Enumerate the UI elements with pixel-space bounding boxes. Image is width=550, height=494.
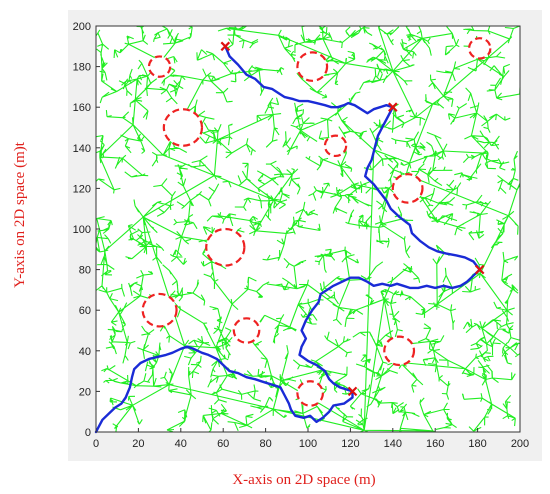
y-tick-label: 100 bbox=[73, 224, 91, 236]
obstacle-circle-9 bbox=[232, 317, 261, 344]
obstacle-circle-8 bbox=[141, 292, 178, 328]
y-tick-label: 40 bbox=[79, 346, 91, 358]
waypoint-layer bbox=[220, 41, 485, 397]
x-tick-label: 0 bbox=[93, 438, 99, 450]
obstacle-circle-10 bbox=[383, 335, 416, 367]
planned-path-line bbox=[94, 45, 481, 434]
y-tick-label: 0 bbox=[85, 427, 91, 439]
x-tick-label: 120 bbox=[341, 438, 359, 450]
x-tick-label: 60 bbox=[217, 438, 229, 450]
y-tick-label: 180 bbox=[73, 62, 91, 74]
waypoint-marker-4 bbox=[347, 386, 358, 397]
obstacle-circle-11 bbox=[296, 380, 324, 407]
x-tick-label: 40 bbox=[175, 438, 187, 450]
obstacle-circle-5 bbox=[323, 134, 348, 158]
x-tick-label: 80 bbox=[259, 438, 271, 450]
obstacle-circle-3 bbox=[296, 51, 329, 82]
obstacle-circle-2 bbox=[468, 37, 492, 60]
obstacle-circle-4 bbox=[162, 108, 204, 147]
y-tick-label: 20 bbox=[79, 386, 91, 398]
y-tick-label: 80 bbox=[79, 265, 91, 277]
y-tick-label: 200 bbox=[73, 21, 91, 33]
rrt-tree-layer bbox=[95, 25, 521, 433]
y-tick-label: 140 bbox=[73, 143, 91, 155]
x-tick-label: 140 bbox=[384, 438, 402, 450]
y-axis-ticks: 0 20 40 60 80 100 120 140 160 180 200 bbox=[73, 21, 100, 439]
planned-path-layer bbox=[94, 45, 481, 434]
rrt-tree-branches bbox=[95, 25, 521, 433]
y-tick-label: 120 bbox=[73, 183, 91, 195]
obstacle-layer bbox=[141, 37, 492, 407]
y-tick-label: 60 bbox=[79, 305, 91, 317]
plot-area bbox=[94, 25, 521, 434]
obstacle-circle-6 bbox=[391, 173, 424, 204]
waypoint-marker-3 bbox=[474, 264, 485, 275]
x-tick-label: 160 bbox=[426, 438, 444, 450]
x-tick-label: 20 bbox=[132, 438, 144, 450]
obstacle-circle-7 bbox=[205, 227, 246, 267]
y-tick-label: 160 bbox=[73, 102, 91, 114]
waypoint-marker-1 bbox=[220, 41, 231, 52]
obstacle-circle-1 bbox=[147, 55, 172, 78]
x-tick-label: 100 bbox=[299, 438, 317, 450]
x-tick-label: 200 bbox=[511, 438, 529, 450]
x-tick-label: 180 bbox=[468, 438, 486, 450]
x-axis-title: X-axis on 2D space (m) bbox=[232, 472, 375, 488]
y-axis-title: Y-axis on 2D space (m)t bbox=[12, 141, 28, 288]
waypoint-marker-2 bbox=[388, 102, 398, 112]
x-axis-ticks: 0 20 40 60 80 100 120 140 160 180 200 bbox=[93, 428, 529, 450]
